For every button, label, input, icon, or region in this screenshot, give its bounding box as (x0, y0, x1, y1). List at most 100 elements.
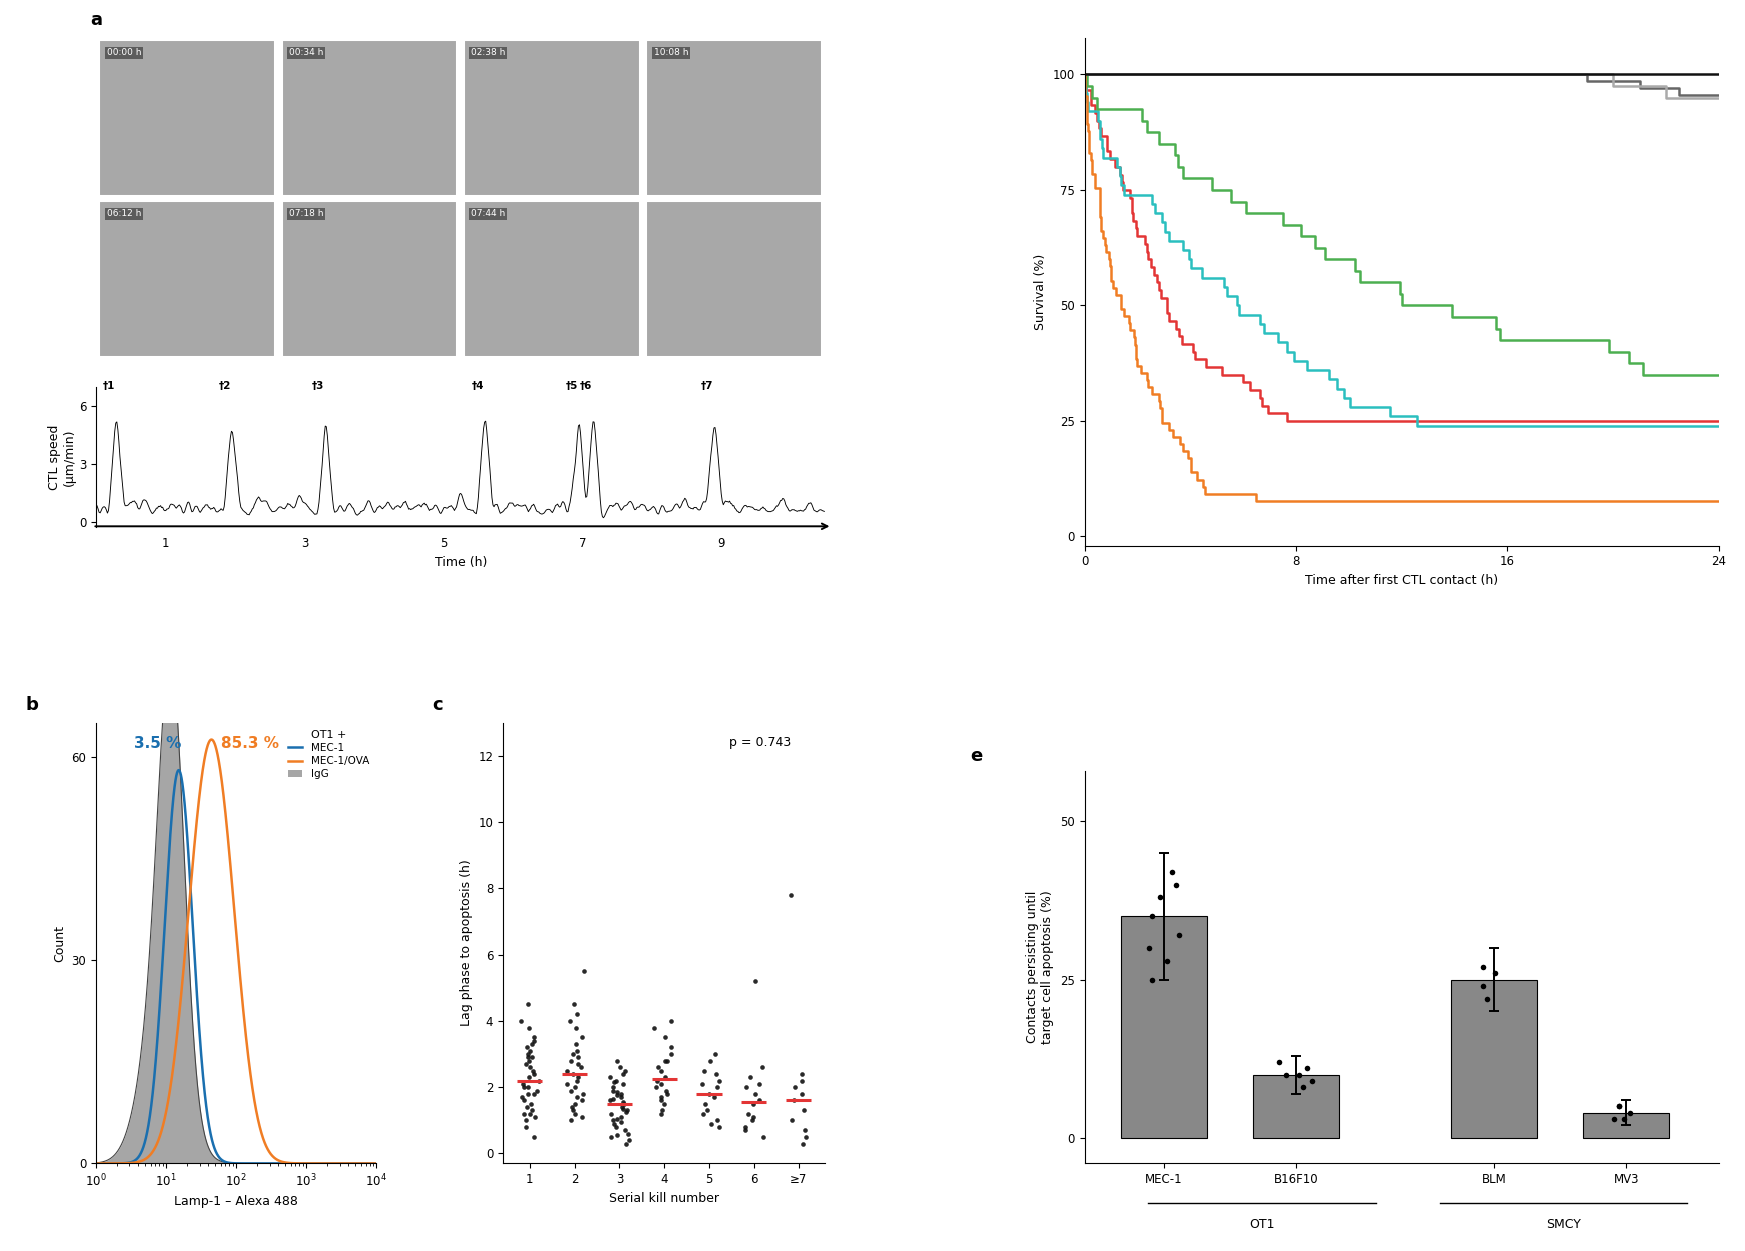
Point (520, 1027, 548, 1047)
Text: 07:44 h: 07:44 h (471, 209, 506, 219)
Y-axis label: Contacts persisting until
target cell apoptosis (%): Contacts persisting until target cell ap… (1026, 891, 1054, 1045)
Point (515, 1083, 543, 1103)
Point (1600, 1110, 1628, 1130)
X-axis label: Lamp-1 – Alexa 488: Lamp-1 – Alexa 488 (174, 1195, 298, 1208)
Point (560, 1077, 588, 1097)
Point (604, 1051, 632, 1071)
Point (612, 1133, 640, 1153)
Point (651, 1067, 679, 1087)
Point (560, 995, 588, 1015)
Point (1145, 887, 1173, 907)
Point (604, 1108, 632, 1128)
Point (515, 1067, 543, 1087)
Point (787, 1083, 815, 1103)
Point (562, 1017, 590, 1037)
Point (558, 1101, 586, 1121)
Point (607, 1097, 635, 1117)
Text: †1: †1 (103, 382, 115, 392)
Point (731, 1121, 759, 1141)
Point (607, 1107, 635, 1127)
Text: †4: †4 (471, 382, 485, 392)
Point (508, 1011, 536, 1031)
Point (607, 1057, 635, 1077)
Point (1290, 1077, 1317, 1097)
Point (553, 1073, 581, 1093)
Point (647, 1073, 675, 1093)
Text: SMCY: SMCY (1546, 1218, 1581, 1231)
Point (599, 1081, 626, 1101)
Text: 10:08 h: 10:08 h (654, 49, 688, 58)
Point (736, 1067, 764, 1087)
Point (703, 1077, 731, 1097)
Point (564, 1055, 592, 1075)
Point (609, 1098, 637, 1118)
Point (1482, 963, 1509, 983)
Point (696, 1083, 724, 1103)
Point (520, 1061, 548, 1081)
Point (515, 1077, 543, 1097)
Point (600, 1072, 628, 1092)
Point (612, 1101, 640, 1121)
Point (693, 1101, 721, 1121)
Point (654, 1083, 682, 1103)
Point (1286, 1065, 1314, 1085)
Point (688, 1073, 715, 1093)
X-axis label: Serial kill number: Serial kill number (609, 1192, 719, 1205)
Point (517, 1057, 544, 1077)
Point (564, 1005, 592, 1025)
Point (780, 1077, 808, 1097)
Point (651, 1027, 679, 1047)
Point (1605, 1096, 1633, 1116)
Point (653, 1051, 681, 1071)
Text: 02:38 h: 02:38 h (471, 49, 506, 58)
Text: a: a (91, 11, 103, 30)
Point (607, 1087, 635, 1107)
Text: p = 0.743: p = 0.743 (729, 736, 790, 749)
Point (1616, 1103, 1644, 1123)
Point (520, 1107, 548, 1127)
Point (1611, 1110, 1639, 1130)
Y-axis label: Lag phase to apoptosis (h): Lag phase to apoptosis (h) (459, 859, 473, 1026)
Point (562, 1035, 590, 1055)
Point (616, 1130, 644, 1150)
Point (1162, 874, 1190, 894)
Point (656, 1037, 684, 1057)
Point (597, 1067, 625, 1087)
Point (569, 1083, 597, 1103)
Point (517, 1103, 544, 1123)
Point (703, 1111, 731, 1131)
Point (644, 1057, 672, 1077)
Bar (281, 201, 457, 357)
Point (642, 1077, 670, 1097)
Point (518, 1101, 546, 1121)
Text: 00:00 h: 00:00 h (106, 49, 141, 58)
Point (651, 1093, 679, 1113)
Point (609, 1073, 637, 1093)
Point (524, 1081, 551, 1101)
Point (777, 884, 804, 904)
Point (647, 1087, 675, 1107)
Point (607, 1112, 635, 1132)
Point (558, 1063, 586, 1083)
X-axis label: Time after first CTL contact (h): Time after first CTL contact (h) (1305, 574, 1499, 587)
Y-axis label: Survival (%): Survival (%) (1035, 254, 1047, 330)
Point (513, 995, 541, 1015)
Point (567, 1027, 595, 1047)
Point (1153, 951, 1181, 971)
Point (789, 1133, 817, 1153)
Point (557, 1111, 585, 1131)
Point (790, 1121, 818, 1141)
Point (513, 1117, 541, 1137)
Point (515, 1047, 543, 1067)
Text: c: c (433, 697, 443, 714)
Point (738, 1111, 766, 1131)
Point (564, 1067, 592, 1087)
Point (647, 1101, 675, 1121)
Point (1469, 976, 1497, 996)
Point (557, 1051, 585, 1071)
Text: 06:12 h: 06:12 h (106, 209, 141, 219)
Point (647, 1103, 675, 1123)
Point (696, 1113, 724, 1133)
Point (595, 1091, 623, 1111)
Point (1605, 1096, 1633, 1116)
